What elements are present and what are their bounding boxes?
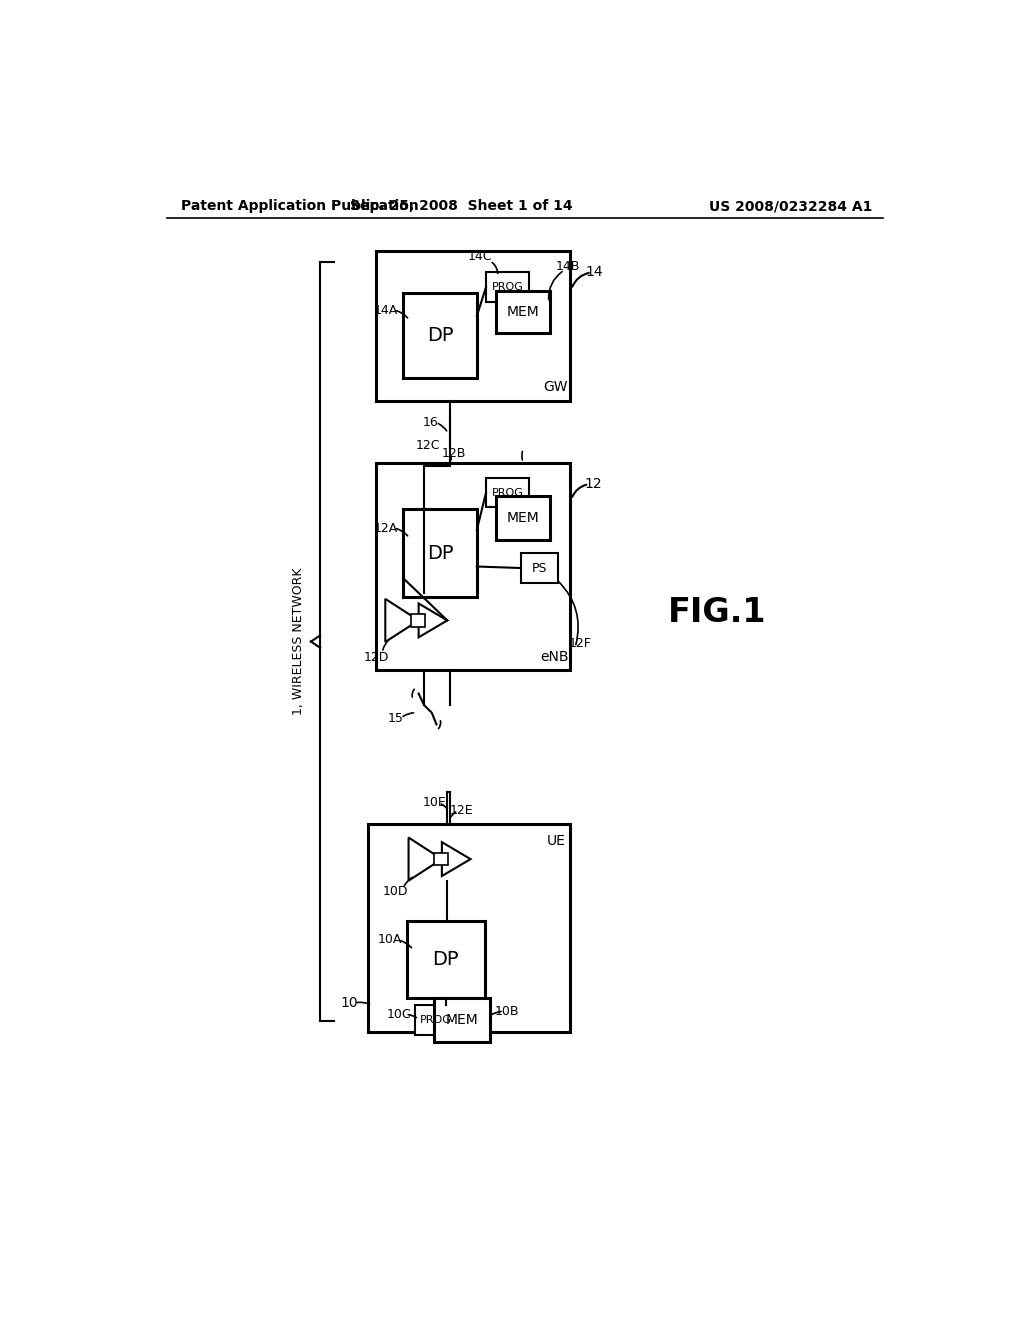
Text: MEM: MEM: [507, 511, 540, 525]
Text: PS: PS: [531, 561, 547, 574]
Text: PROG: PROG: [420, 1015, 452, 1026]
Bar: [486, 478, 528, 507]
Text: 16: 16: [422, 416, 438, 429]
Bar: [376, 462, 569, 671]
Text: Patent Application Publication: Patent Application Publication: [180, 199, 419, 213]
Bar: [434, 998, 489, 1043]
Text: 12E: 12E: [450, 804, 473, 817]
Text: eNB: eNB: [540, 649, 568, 664]
Text: 1, WIRELESS NETWORK: 1, WIRELESS NETWORK: [292, 568, 305, 715]
Text: DP: DP: [432, 949, 459, 969]
Text: GW: GW: [544, 380, 568, 395]
Text: 12C: 12C: [416, 440, 440, 453]
Text: DP: DP: [427, 326, 454, 345]
Bar: [403, 508, 477, 597]
Text: 14: 14: [586, 265, 603, 280]
Text: PROG: PROG: [492, 487, 523, 498]
Text: 10C: 10C: [387, 1008, 412, 1022]
Text: MEM: MEM: [507, 305, 540, 319]
Text: UE: UE: [547, 834, 565, 849]
Text: 15: 15: [387, 711, 403, 725]
Bar: [496, 496, 550, 540]
Text: US 2008/0232284 A1: US 2008/0232284 A1: [709, 199, 872, 213]
Bar: [434, 853, 449, 866]
Bar: [411, 614, 425, 627]
Bar: [369, 825, 569, 1032]
Text: DP: DP: [427, 544, 454, 562]
Text: 14C: 14C: [468, 251, 493, 264]
Text: 12D: 12D: [364, 651, 389, 664]
Text: 10A: 10A: [378, 933, 402, 946]
Bar: [376, 251, 569, 401]
Text: 12A: 12A: [374, 521, 398, 535]
Text: 12B: 12B: [441, 446, 466, 459]
Bar: [521, 553, 558, 583]
Text: Sep. 25, 2008  Sheet 1 of 14: Sep. 25, 2008 Sheet 1 of 14: [350, 199, 572, 213]
Text: FIG.1: FIG.1: [668, 597, 766, 630]
Bar: [403, 293, 477, 378]
Text: 14A: 14A: [374, 304, 398, 317]
Text: 12F: 12F: [568, 638, 591, 649]
Bar: [486, 272, 528, 302]
Text: MEM: MEM: [445, 1012, 478, 1027]
Text: 10: 10: [340, 997, 357, 1010]
Bar: [415, 1006, 458, 1035]
Text: 10E: 10E: [422, 796, 446, 809]
Text: 14B: 14B: [555, 260, 580, 273]
Text: PROG: PROG: [492, 282, 523, 292]
Bar: [496, 290, 550, 333]
Text: 10D: 10D: [383, 884, 409, 898]
Bar: [407, 921, 484, 998]
Text: 10B: 10B: [495, 1005, 519, 1018]
Text: 12: 12: [584, 477, 602, 491]
